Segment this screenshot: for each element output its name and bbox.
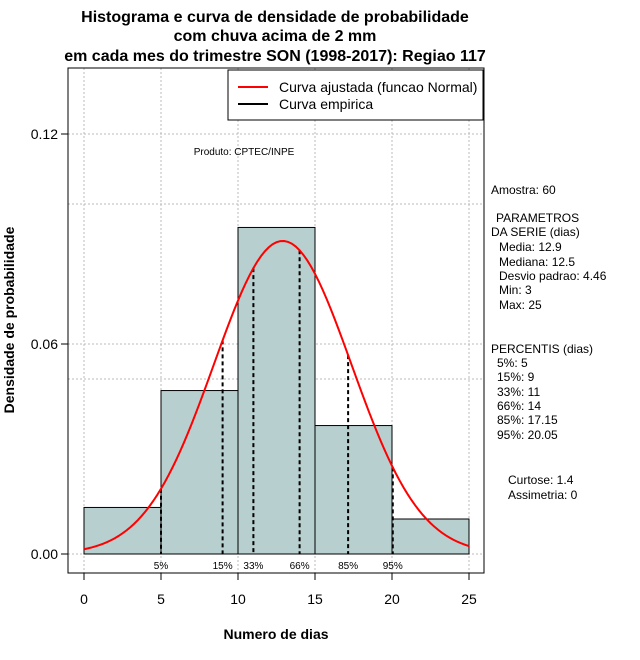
x-axis: 0 5 10 15 20 25 [80, 572, 477, 607]
y-tick-label-1: 0.06 [31, 336, 58, 352]
x-tick-label-5: 25 [461, 591, 477, 607]
x-tick-label-2: 10 [230, 591, 246, 607]
stats-p66: 66%: 14 [497, 399, 541, 413]
y-tick-label-2: 0.12 [31, 126, 58, 142]
histogram-bars [83, 226, 470, 555]
stats-p85: 85%: 17.15 [497, 413, 558, 427]
stats-min: Min: 3 [499, 283, 532, 297]
stats-p15: 15%: 9 [497, 370, 535, 384]
histogram-bar-4 [391, 518, 470, 555]
y-axis: 0.00 0.06 0.12 [31, 126, 69, 562]
normal-fit-curve [83, 240, 470, 551]
y-axis-label: Densidade de probabilidade [1, 226, 17, 413]
stats-panel: Amostra: 60 PARAMETROS DA SERIE (dias) M… [491, 183, 607, 502]
stats-amostra: Amostra: 60 [491, 183, 556, 197]
legend-box [227, 69, 484, 121]
product-label: Produto: CPTEC/INPE [194, 147, 295, 158]
x-tick-label-4: 20 [384, 591, 400, 607]
x-tick-label-3: 15 [307, 591, 323, 607]
stats-p33: 33%: 11 [497, 385, 540, 399]
stats-desvio: Desvio padrao: 4.46 [499, 269, 607, 283]
stats-p5: 5%: 5 [497, 356, 528, 370]
percentile-label-0: 5% [154, 561, 169, 572]
stats-mediana: Mediana: 12.5 [499, 255, 575, 269]
histogram-bar-1 [160, 390, 239, 555]
histogram-bar-2 [237, 226, 316, 555]
stats-parametros-subtitle: DA SERIE (dias) [491, 225, 580, 239]
stats-p95: 95%: 20.05 [497, 428, 558, 442]
chart-title-line-2: com chuva acima de 2 mm [174, 28, 377, 45]
percentile-label-3: 66% [290, 561, 310, 572]
percentile-label-4: 85% [338, 561, 358, 572]
stats-curtose: Curtose: 1.4 [508, 473, 574, 487]
legend-label-normal: Curva ajustada (funcao Normal) [279, 79, 477, 95]
legend-label-empirical: Curva empirica [279, 96, 373, 112]
x-tick-label-1: 5 [157, 591, 165, 607]
histogram-bar-3 [314, 425, 393, 555]
chart-title-line-1: Histograma e curva de densidade de proba… [81, 9, 469, 26]
chart-title-line-3: em cada mes do trimestre SON (1998-2017)… [64, 48, 486, 65]
percentile-label-2: 33% [243, 561, 263, 572]
stats-percentis-title: PERCENTIS (dias) [491, 342, 593, 356]
stats-max: Max: 25 [499, 298, 542, 312]
percentile-labels: 5% 15% 33% 66% 85% 95% [154, 561, 403, 572]
stats-parametros-title: PARAMETROS [496, 211, 579, 225]
y-tick-label-0: 0.00 [31, 546, 58, 562]
percentile-lines [160, 250, 394, 554]
stats-assimetria: Assimetria: 0 [508, 488, 578, 502]
legend: Curva ajustada (funcao Normal) Curva emp… [227, 69, 484, 121]
x-tick-label-0: 0 [80, 591, 88, 607]
x-axis-label: Numero de dias [223, 626, 328, 642]
percentile-label-5: 95% [383, 561, 403, 572]
percentile-label-1: 15% [213, 561, 233, 572]
stats-media: Media: 12.9 [499, 240, 562, 254]
